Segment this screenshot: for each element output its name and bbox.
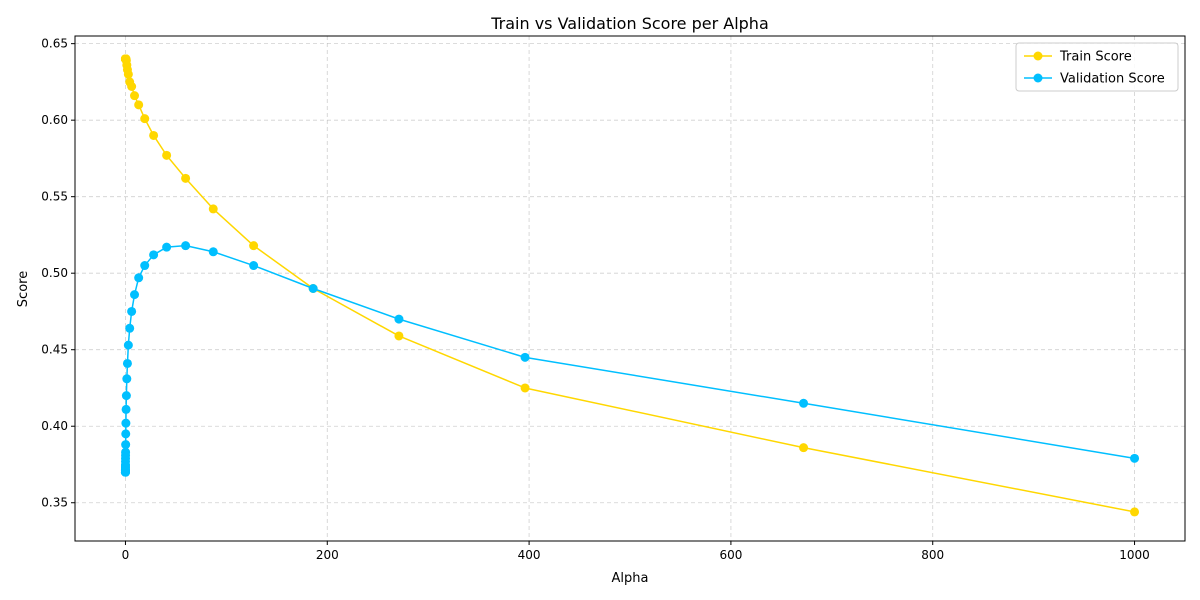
y-tick-label: 0.65	[41, 37, 68, 51]
validation-score-line	[124, 244, 1135, 473]
validation-score-point	[249, 261, 259, 271]
validation-score-point	[125, 323, 135, 333]
legend-train-label: Train Score	[1059, 50, 1132, 65]
validation-score-point	[134, 273, 144, 283]
validation-score-point	[799, 398, 809, 408]
train-score-point	[149, 130, 159, 140]
x-tick-label: 400	[518, 548, 541, 562]
validation-score-point	[130, 290, 140, 300]
legend: Train Score Validation Score	[1015, 42, 1179, 92]
train-score-point	[162, 150, 172, 160]
validation-score-point	[181, 241, 191, 251]
validation-score-point	[121, 404, 131, 414]
x-axis: 0 200 400 600 800 1000	[122, 541, 1150, 562]
x-tick-label: 1000	[1119, 548, 1150, 562]
train-score-point	[1130, 507, 1140, 517]
legend-train-marker	[1033, 51, 1043, 61]
validation-score-point	[127, 306, 137, 316]
train-score-point	[127, 82, 137, 91]
validation-score-point	[121, 391, 131, 401]
x-tick-label: 800	[921, 548, 944, 562]
validation-score-point	[121, 447, 131, 457]
grid	[75, 36, 1185, 541]
validation-score-point	[121, 440, 131, 450]
validation-score-point	[122, 374, 132, 384]
y-axis-label: Score	[16, 271, 31, 307]
legend-box	[1015, 42, 1179, 92]
plot-frame	[74, 35, 1186, 542]
validation-score-point	[394, 314, 404, 324]
legend-validation-marker	[1033, 73, 1043, 83]
y-tick-label: 0.40	[41, 419, 68, 433]
series-layer	[120, 54, 1140, 517]
x-tick-label: 0	[122, 548, 130, 562]
train-score-point	[134, 100, 144, 110]
train-score-point	[394, 331, 404, 341]
legend-validation-label: Validation Score	[1060, 72, 1165, 87]
train-score-point	[799, 443, 809, 453]
validation-score-point	[122, 358, 132, 368]
y-tick-label: 0.45	[41, 343, 68, 357]
y-tick-label: 0.55	[41, 190, 68, 204]
train-score-point	[123, 69, 133, 79]
y-tick-label: 0.60	[41, 113, 68, 127]
validation-score-point	[208, 247, 218, 257]
chart-title: Train vs Validation Score per Alpha	[490, 14, 769, 33]
validation-score-point	[162, 242, 172, 252]
train-score-point	[520, 383, 530, 393]
validation-score-point	[1130, 453, 1140, 463]
x-tick-label: 600	[719, 548, 742, 562]
validation-score-point	[149, 250, 159, 260]
validation-score-point	[121, 418, 131, 428]
validation-score-point	[520, 352, 530, 362]
x-axis-label: Alpha	[612, 571, 649, 586]
y-tick-label: 0.35	[41, 496, 68, 510]
y-axis: 0.35 0.40 0.45 0.50 0.55 0.60 0.65	[41, 37, 75, 510]
validation-score-point	[308, 284, 318, 293]
train-score-line	[124, 58, 1135, 513]
y-tick-label: 0.50	[41, 266, 68, 280]
train-score-point	[249, 241, 259, 251]
validation-score-point	[140, 261, 150, 271]
x-tick-label: 200	[316, 548, 339, 562]
train-score-point	[140, 114, 150, 124]
validation-score-point	[121, 429, 131, 439]
train-score-point	[130, 91, 140, 101]
train-score-point	[181, 173, 191, 183]
train-score-point	[208, 204, 218, 214]
validation-score-point	[123, 340, 133, 350]
